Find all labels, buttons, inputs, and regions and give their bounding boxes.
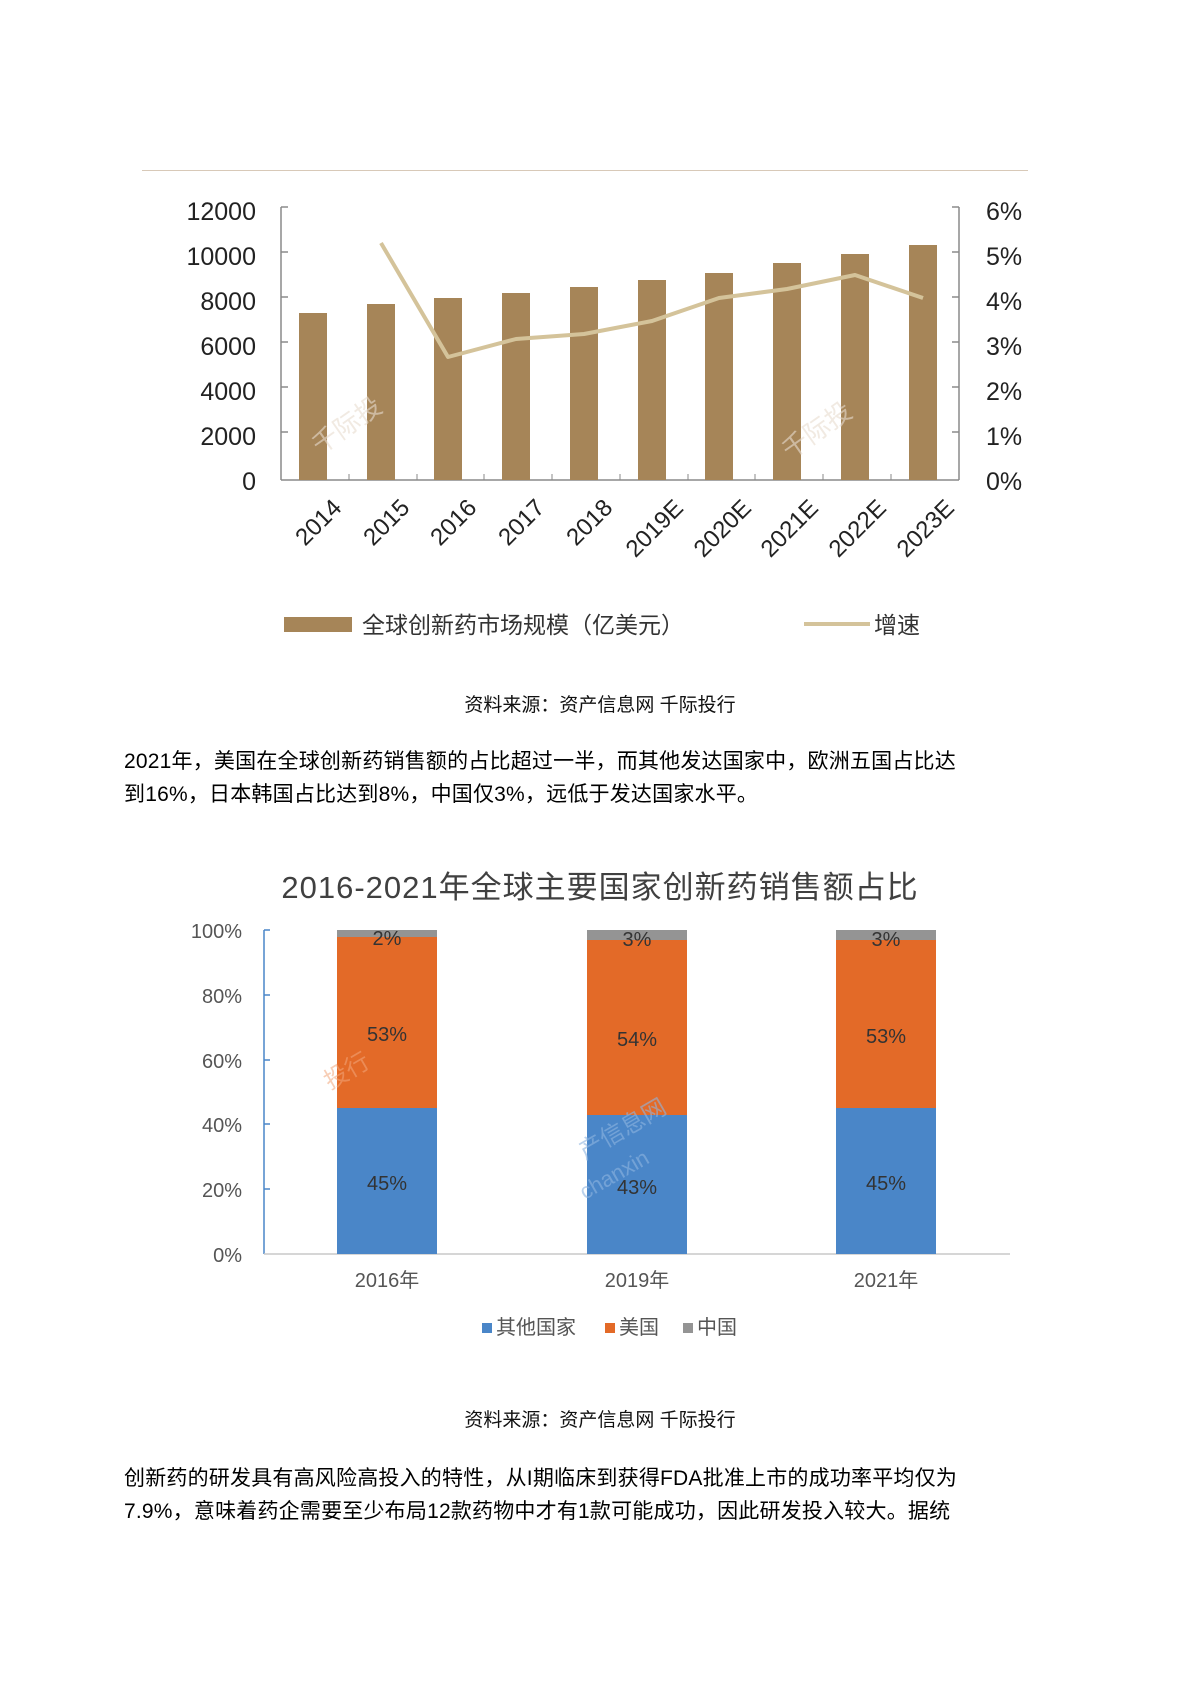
y-right-tick: 5% <box>986 243 1022 271</box>
y-tick: 100% <box>191 921 242 943</box>
chart2-title: 2016-2021年全球主要国家创新药销售额占比 <box>281 870 919 905</box>
bar-2014 <box>299 313 327 480</box>
sales-share-chart: 100% 80% 60% 40% 20% 0% 45% 53% 2% 43% 5… <box>191 921 1010 1339</box>
x-tick: 2016 <box>425 494 482 551</box>
segment-other <box>836 1108 936 1254</box>
y-tick: 80% <box>202 986 242 1008</box>
x-tick: 2016年 <box>355 1269 420 1292</box>
paragraph-1: 2021年，美国在全球创新药销售额的占比超过一半，而其他发达国家中，欧洲五国占比… <box>124 745 1084 811</box>
y-tick: 40% <box>202 1115 242 1137</box>
paragraph-2-line-2: 7.9%，意味着药企需要至少布局12款药物中才有1款可能成功，因此研发投入较大。… <box>124 1500 951 1523</box>
growth-rate-line <box>379 241 924 359</box>
paragraph-1-line-1: 2021年，美国在全球创新药销售额的占比超过一半，而其他发达国家中，欧洲五国占比… <box>124 750 956 773</box>
value-label: 3% <box>623 929 652 951</box>
y-left-tick: 8000 <box>200 288 256 316</box>
segment-china <box>337 930 437 937</box>
bar-2022E <box>841 254 869 480</box>
y-left-tick: 0 <box>242 468 256 496</box>
paragraph-2: 创新药的研发具有高风险高投入的特性，从I期临床到获得FDA批准上市的成功率平均仅… <box>124 1462 1084 1528</box>
y-right-tick: 6% <box>986 198 1022 226</box>
x-tick: 2021E <box>756 495 824 563</box>
stack-2019: 43% 54% 3% <box>587 929 687 1254</box>
legend-label-other: 其他国家 <box>496 1316 576 1339</box>
bar-2016 <box>434 298 462 480</box>
bar-2023E <box>909 245 937 480</box>
x-tick: 2015 <box>358 494 415 551</box>
legend-bar-swatch <box>284 617 352 632</box>
segment-other <box>587 1115 687 1254</box>
segment-usa <box>337 937 437 1108</box>
segment-china <box>836 930 936 940</box>
segment-china <box>587 930 687 940</box>
left-y-axis: 12000 10000 8000 6000 4000 2000 0 <box>186 198 288 496</box>
stack-2016: 45% 53% 2% <box>337 928 437 1254</box>
x-tick: 2017 <box>493 494 550 551</box>
y-left-tick: 6000 <box>200 333 256 361</box>
bar-2017 <box>502 293 530 480</box>
legend-bar-label: 全球创新药市场规模（亿美元） <box>362 612 684 638</box>
y-left-tick: 12000 <box>186 198 256 226</box>
legend-swatch-china <box>683 1323 693 1333</box>
legend-line-label: 增速 <box>874 612 920 638</box>
y-right-tick: 4% <box>986 288 1022 316</box>
x-tick: 2022E <box>824 495 892 563</box>
y-tick: 0% <box>213 1245 242 1267</box>
paragraph-2-line-1: 创新药的研发具有高风险高投入的特性，从I期临床到获得FDA批准上市的成功率平均仅… <box>124 1467 958 1490</box>
paragraph-1-line-2: 到16%，日本韩国占比达到8%，中国仅3%，远低于发达国家水平。 <box>124 783 759 806</box>
legend-swatch-other <box>482 1323 492 1333</box>
x-axis-labels: 2014 2015 2016 2017 2018 2019E 2020E 202… <box>290 494 960 563</box>
chart2-y-axis: 100% 80% 60% 40% 20% 0% <box>191 921 270 1267</box>
y-left-tick: 4000 <box>200 378 256 406</box>
y-left-tick: 2000 <box>200 423 256 451</box>
market-size-bars <box>299 245 937 480</box>
y-right-tick: 1% <box>986 423 1022 451</box>
value-label: 45% <box>866 1173 906 1195</box>
bar-2021E <box>773 263 801 480</box>
legend-swatch-usa <box>605 1323 615 1333</box>
legend-label-usa: 美国 <box>619 1316 659 1339</box>
x-tick: 2020E <box>689 495 757 563</box>
bar-2018 <box>570 287 598 480</box>
source-caption-2: 资料来源：资产信息网 千际投行 <box>464 1410 736 1431</box>
x-tick: 2019年 <box>605 1269 670 1292</box>
source-caption-1: 资料来源：资产信息网 千际投行 <box>464 695 736 716</box>
value-label: 53% <box>866 1026 906 1048</box>
chart1-legend: 全球创新药市场规模（亿美元） 增速 <box>284 612 920 638</box>
y-tick: 60% <box>202 1051 242 1073</box>
right-y-axis: 6% 5% 4% 3% 2% 1% 0% <box>952 198 1022 496</box>
x-tick: 2018 <box>561 494 618 551</box>
y-left-tick: 10000 <box>186 243 256 271</box>
value-label: 54% <box>617 1029 657 1051</box>
market-size-chart: 12000 10000 8000 6000 4000 2000 0 6% 5% … <box>186 198 1022 638</box>
x-tick: 2021年 <box>854 1269 919 1292</box>
legend-label-china: 中国 <box>697 1316 737 1339</box>
bar-2019E <box>638 280 666 480</box>
bar-2015 <box>367 304 395 480</box>
segment-other <box>337 1108 437 1254</box>
segment-usa <box>587 940 687 1115</box>
x-tick: 2023E <box>892 495 960 563</box>
y-right-tick: 0% <box>986 468 1022 496</box>
value-label: 53% <box>367 1024 407 1046</box>
y-right-tick: 3% <box>986 333 1022 361</box>
y-tick: 20% <box>202 1180 242 1202</box>
value-label: 45% <box>367 1173 407 1195</box>
x-tick: 2019E <box>621 495 689 563</box>
top-divider <box>142 170 1028 171</box>
value-label: 2% <box>373 928 402 950</box>
value-label: 3% <box>872 929 901 951</box>
y-right-tick: 2% <box>986 378 1022 406</box>
x-tick: 2014 <box>290 494 347 551</box>
chart2-legend: 其他国家 美国 中国 <box>482 1316 737 1339</box>
bar-2020E <box>705 273 733 480</box>
segment-usa <box>836 940 936 1108</box>
stack-2021: 45% 53% 3% <box>836 929 936 1254</box>
value-label: 43% <box>617 1177 657 1199</box>
